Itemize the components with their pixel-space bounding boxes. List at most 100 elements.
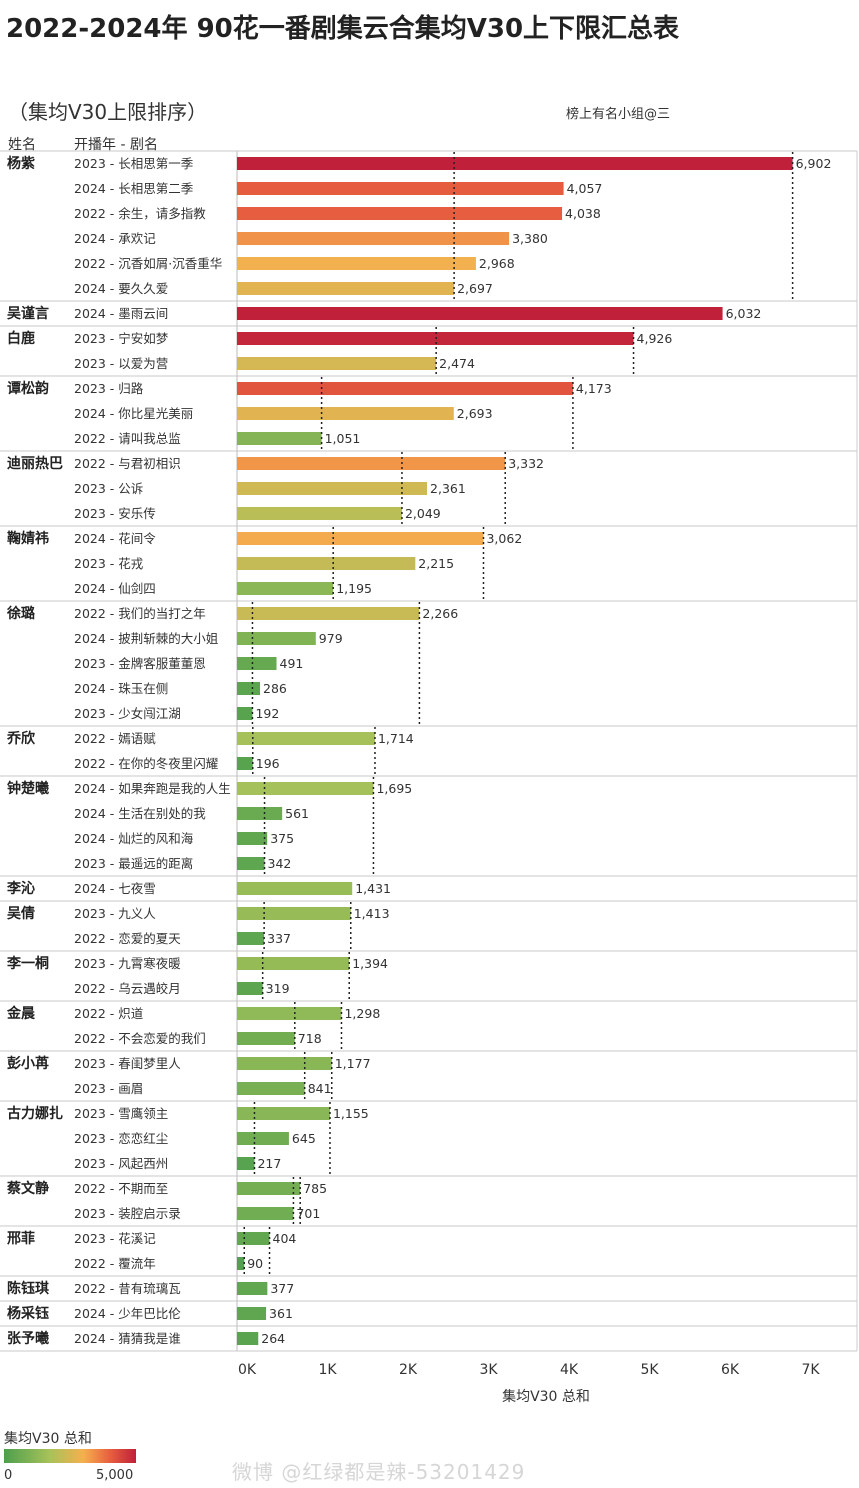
bar	[237, 1307, 267, 1320]
show-label: 2024 - 花间令	[74, 531, 156, 546]
data-label: 377	[270, 1281, 294, 1296]
show-label: 2023 - 金牌客服董董恩	[74, 656, 206, 671]
bar	[237, 1032, 295, 1045]
data-label: 1,177	[335, 1056, 371, 1071]
data-label: 217	[257, 1156, 281, 1171]
bar	[237, 1332, 259, 1345]
show-label: 2024 - 珠玉在侧	[74, 681, 168, 696]
data-label: 979	[319, 631, 343, 646]
bar	[237, 732, 375, 745]
data-label: 2,266	[422, 606, 458, 621]
show-label: 2024 - 要久久爱	[74, 281, 168, 296]
show-label: 2023 - 花溪记	[74, 1231, 156, 1246]
bar	[237, 832, 268, 845]
data-label: 1,394	[352, 956, 388, 971]
show-label: 2022 - 嫣语赋	[74, 731, 156, 746]
data-label: 785	[303, 1181, 327, 1196]
bar	[237, 1132, 289, 1145]
data-label: 342	[268, 856, 292, 871]
bar	[237, 582, 334, 595]
bar	[237, 607, 420, 620]
data-label: 1,298	[344, 1006, 380, 1021]
data-label: 3,062	[486, 531, 522, 546]
data-label: 1,695	[376, 781, 412, 796]
bar	[237, 257, 476, 270]
show-label: 2023 - 以爱为营	[74, 356, 168, 371]
x-tick-label: 3K	[479, 1362, 498, 1378]
show-label: 2023 - 雪鹰领主	[74, 1106, 168, 1121]
artist-name: 白鹿	[7, 330, 35, 347]
data-label: 1,051	[325, 431, 361, 446]
artist-name: 乔欣	[6, 730, 36, 747]
bar	[237, 1282, 268, 1295]
legend-max-label: 5,000	[96, 1468, 134, 1483]
bar	[237, 457, 506, 470]
bar	[237, 157, 793, 170]
data-label: 2,697	[457, 281, 493, 296]
bar	[237, 882, 353, 895]
bar	[237, 207, 563, 220]
show-label: 2023 - 装腔启示录	[74, 1206, 181, 1221]
bar	[237, 632, 316, 645]
show-label: 2024 - 生活在别处的我	[74, 806, 206, 821]
data-label: 718	[298, 1031, 322, 1046]
show-label: 2024 - 墨雨云间	[74, 306, 168, 321]
data-label: 90	[247, 1256, 263, 1271]
show-label: 2022 - 请叫我总监	[74, 431, 181, 446]
artist-name: 金晨	[6, 1005, 36, 1022]
bar	[237, 1232, 270, 1245]
data-label: 2,968	[479, 256, 515, 271]
data-label: 192	[255, 706, 279, 721]
artist-name: 彭小苒	[7, 1055, 49, 1072]
bar	[237, 307, 723, 320]
legend-color-scale	[4, 1449, 136, 1463]
bar	[237, 282, 455, 295]
bar	[237, 382, 573, 395]
data-label: 375	[270, 831, 294, 846]
bar-chart: 杨紫 2023 - 长相思第一季 6,902 2024 - 长相思第二季 4,057 20…	[0, 150, 858, 1405]
data-label: 4,038	[565, 206, 601, 221]
show-label: 2022 - 在你的冬夜里闪耀	[74, 756, 219, 771]
bar	[237, 1007, 342, 1020]
show-label: 2023 - 长相思第一季	[74, 156, 194, 171]
show-label: 2024 - 猜猜我是谁	[74, 1331, 181, 1346]
x-tick-label: 1K	[318, 1362, 337, 1378]
show-label: 2023 - 春闺梦里人	[74, 1056, 181, 1071]
artist-name: 吴倩	[7, 905, 35, 922]
show-label: 2024 - 如果奔跑是我的人生	[74, 781, 231, 796]
artist-name: 古力娜扎	[7, 1105, 63, 1122]
show-label: 2023 - 画眉	[74, 1081, 143, 1096]
show-label: 2023 - 宁安如梦	[74, 331, 169, 346]
artist-name: 陈钰琪	[7, 1280, 49, 1297]
x-tick-label: 7K	[801, 1362, 820, 1378]
show-label: 2024 - 你比星光美丽	[74, 406, 193, 421]
bar	[237, 1207, 294, 1220]
artist-name: 李沁	[6, 880, 35, 897]
show-label: 2023 - 花戎	[74, 556, 144, 571]
artist-name: 杨紫	[7, 155, 35, 172]
artist-name: 鞠婧祎	[7, 530, 49, 547]
bar	[237, 657, 277, 670]
data-label: 3,380	[512, 231, 548, 246]
show-label: 2022 - 乌云遇皎月	[74, 981, 181, 996]
bar	[237, 1257, 245, 1270]
x-tick-label: 4K	[560, 1362, 579, 1378]
show-label: 2024 - 灿烂的风和海	[74, 831, 194, 846]
data-label: 286	[263, 681, 287, 696]
show-label: 2023 - 安乐传	[74, 506, 156, 521]
show-label: 2022 - 恋爱的夏天	[74, 931, 181, 946]
data-label: 561	[285, 806, 309, 821]
legend-min-label: 0	[4, 1468, 13, 1483]
x-axis-label: 集均V30 总和	[502, 1388, 590, 1405]
x-tick-label: 5K	[640, 1362, 659, 1378]
show-label: 2023 - 少女闯江湖	[74, 706, 181, 721]
data-label: 264	[261, 1331, 285, 1346]
data-label: 6,902	[796, 156, 832, 171]
bar	[237, 182, 564, 195]
data-label: 404	[273, 1231, 297, 1246]
bar	[237, 982, 263, 995]
data-label: 6,032	[726, 306, 762, 321]
bar	[237, 957, 350, 970]
data-label: 491	[280, 656, 304, 671]
show-label: 2024 - 长相思第二季	[74, 181, 194, 196]
